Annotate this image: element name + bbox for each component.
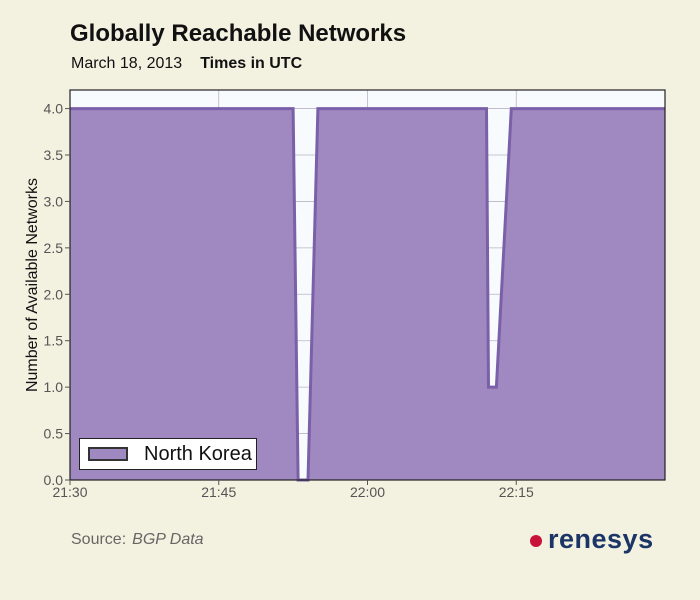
x-tick-label: 21:45 — [201, 484, 236, 500]
y-tick-label: 1.0 — [44, 379, 64, 395]
x-tick-label: 22:15 — [499, 484, 534, 500]
x-tick-label: 21:30 — [52, 484, 87, 500]
legend: North Korea — [79, 438, 257, 470]
y-tick-label: 2.0 — [44, 286, 64, 302]
source-value: BGP Data — [132, 531, 204, 548]
y-tick-label: 4.0 — [44, 101, 64, 117]
y-tick-label: 0.0 — [44, 472, 64, 488]
timezone-note: Times in UTC — [200, 55, 303, 72]
chart-title: Globally Reachable Networks — [70, 20, 407, 47]
axes: 0.0 0.5 1.0 1.5 2.0 2.5 3.0 3.5 4.0 21:30 21:45 22:… — [44, 101, 534, 500]
chart-subtitle: March 18, 2013 Times in UTC — [71, 55, 302, 73]
y-tick-label: 3.0 — [44, 193, 64, 209]
y-tick-label: 3.5 — [44, 147, 64, 163]
source-note: Source: BGP Data — [71, 531, 204, 549]
y-tick-label: 1.5 — [44, 333, 64, 349]
series-area-north-korea — [70, 108, 665, 480]
legend-label-north-korea: North Korea — [144, 442, 252, 465]
y-tick-label: 2.5 — [44, 240, 64, 256]
y-tick-label: 0.5 — [44, 426, 64, 442]
legend-swatch-north-korea — [88, 447, 128, 461]
series-line-north-korea — [70, 107, 665, 482]
x-tick-label: 22:00 — [350, 484, 385, 500]
chart-date: March 18, 2013 — [71, 55, 183, 72]
source-label: Source: — [71, 531, 127, 548]
renesys-logo: renesys — [530, 524, 654, 555]
logo-dot-icon — [530, 534, 542, 547]
logo-wordmark: renesys — [548, 524, 654, 554]
y-axis-label: Number of Available Networks — [24, 178, 41, 392]
